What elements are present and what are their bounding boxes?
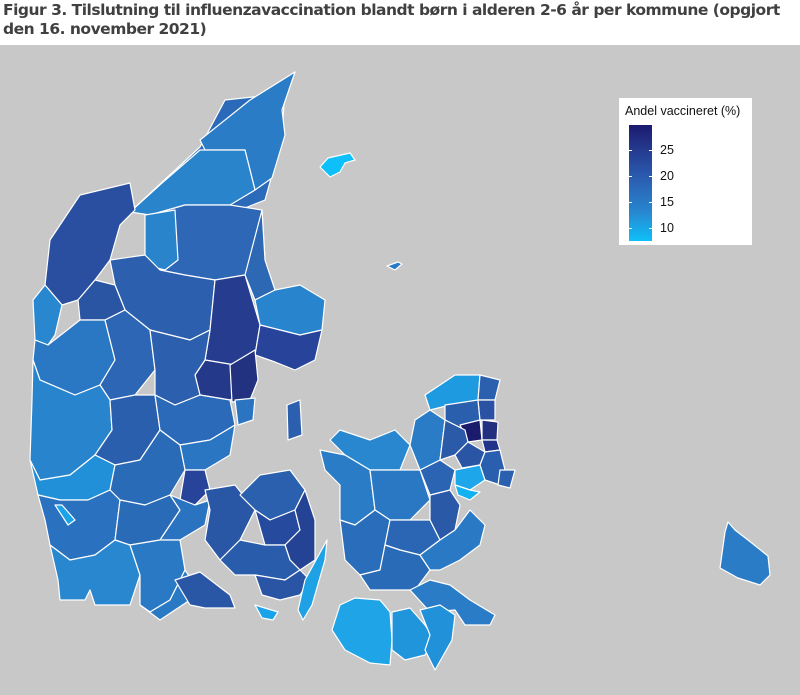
region-fredensborg <box>477 399 496 421</box>
denmark-map-svg <box>29 71 771 671</box>
region-vejle-east <box>179 469 211 506</box>
region-fanoe <box>54 504 76 526</box>
region-faxe <box>419 509 486 571</box>
region-north-east <box>199 71 296 191</box>
region-anholt <box>386 261 403 271</box>
region-laesoe <box>319 152 356 178</box>
region-greve <box>454 484 481 501</box>
region-lolland <box>331 597 393 666</box>
tick-mark <box>649 202 652 203</box>
legend-tick-15: 15 <box>660 195 674 209</box>
region-esbjerg-south <box>49 539 141 606</box>
legend-tick-25: 25 <box>660 143 674 157</box>
tick-mark <box>649 228 652 229</box>
region-falster <box>419 604 456 671</box>
region-amager <box>497 469 516 489</box>
tick-mark <box>629 176 632 177</box>
legend-tick-10: 10 <box>660 221 674 235</box>
region-kolding <box>159 494 211 541</box>
choropleth-map: Andel vaccineret (%) 25 20 15 10 <box>0 45 800 695</box>
region-aeroe <box>254 604 279 621</box>
region-rudersdal <box>481 419 499 441</box>
region-bornholm <box>719 521 771 586</box>
region-silkeborg <box>149 329 211 406</box>
legend-title: Andel vaccineret (%) <box>625 104 741 118</box>
region-sonderborg <box>174 571 236 609</box>
tick-mark <box>649 150 652 151</box>
tick-mark <box>629 202 632 203</box>
region-odder <box>234 397 256 426</box>
region-fyn-south <box>219 539 301 581</box>
region-helsingor <box>477 374 501 401</box>
tick-mark <box>629 150 632 151</box>
region-langeland <box>297 539 328 621</box>
region-samsø <box>286 399 303 441</box>
legend-tick-20: 20 <box>660 169 674 183</box>
color-legend: Andel vaccineret (%) 25 20 15 10 <box>619 98 752 245</box>
figure-title: Figur 3. Tilslutning til influenzavaccin… <box>3 1 780 38</box>
region-aarhus-south <box>229 349 259 403</box>
region-djursland <box>254 324 323 371</box>
legend-color-bar <box>629 125 652 241</box>
region-hoje-taastrup <box>454 464 486 491</box>
tick-mark <box>649 176 652 177</box>
tick-mark <box>629 228 632 229</box>
